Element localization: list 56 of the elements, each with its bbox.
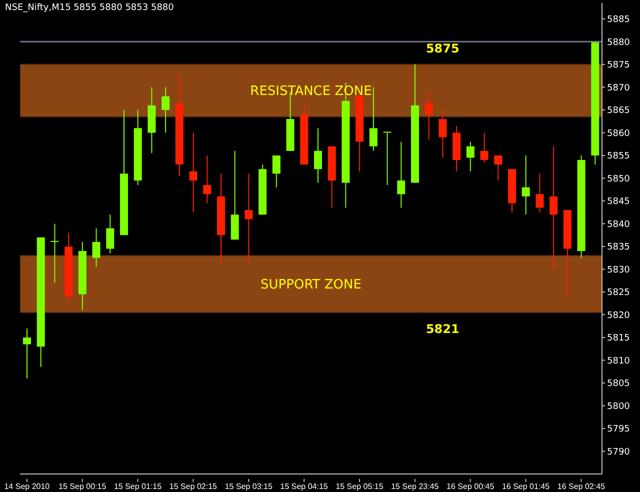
candlestick — [189, 132, 198, 213]
candlestick — [244, 173, 253, 263]
x-tick-label: 14 Sep 2010 — [4, 482, 50, 491]
x-tick-label: 15 Sep 04:15 — [280, 482, 328, 491]
candlestick — [383, 132, 392, 186]
y-tick-label: 5820 — [607, 310, 630, 321]
y-tick-label: 5825 — [607, 288, 630, 298]
candlestick — [550, 146, 558, 270]
x-tick-label: 15 Sep 05:15 — [336, 482, 384, 491]
candlestick — [314, 128, 322, 184]
band-label: SUPPORT ZONE — [260, 278, 362, 293]
candlestick — [494, 154, 502, 181]
candlestick — [50, 223, 59, 284]
x-tick-label: 15 Sep 01:15 — [114, 482, 162, 491]
candlestick — [536, 173, 544, 213]
y-tick-label: 5830 — [607, 265, 630, 276]
candlestick — [522, 154, 530, 216]
ref-line-label: 5880 — [607, 38, 630, 48]
candlestick — [203, 154, 212, 204]
candlestick — [106, 214, 114, 254]
candlestick — [466, 141, 474, 172]
candlestick — [272, 154, 280, 188]
x-tick-label: 15 Sep 00:15 — [58, 482, 107, 491]
y-tick-label: 5845 — [607, 197, 630, 208]
candlestick — [369, 86, 378, 152]
y-tick-label: 5800 — [607, 402, 630, 412]
y-tick-label: 5840 — [607, 220, 630, 230]
x-tick-label: 16 Sep 02:45 — [557, 482, 606, 491]
x-tick-label: 15 Sep 02:15 — [169, 482, 218, 491]
x-tick-label: 16 Sep 01:45 — [502, 482, 550, 491]
candlestick — [438, 109, 447, 158]
candlestick — [23, 328, 31, 379]
annotation: 5875 — [426, 41, 460, 56]
x-tick-label: 16 Sep 00:45 — [446, 482, 495, 491]
y-tick-label: 5795 — [607, 424, 630, 435]
y-tick-label: 5860 — [607, 128, 630, 139]
y-tick-label: 5875 — [607, 60, 630, 71]
y-tick-label: 5835 — [607, 242, 630, 253]
y-tick-label: 5850 — [607, 174, 630, 184]
y-tick-label: 5810 — [607, 356, 630, 366]
y-tick-label: 5790 — [607, 447, 630, 458]
x-tick-label: 15 Sep 23:45 — [391, 482, 440, 491]
y-tick-label: 5870 — [607, 83, 630, 94]
candlestick — [397, 141, 406, 208]
y-tick-label: 5855 — [607, 152, 630, 162]
y-tick-label: 5805 — [607, 379, 630, 390]
y-tick-label: 5865 — [607, 106, 630, 116]
candlestick — [480, 132, 488, 163]
chart-title: NSE_Nifty,M15 5855 5880 5853 5880 — [5, 3, 174, 13]
x-tick-label: 15 Sep 03:15 — [224, 482, 273, 491]
candlestick — [92, 228, 100, 268]
y-tick-label: 5815 — [607, 334, 630, 344]
candlestick — [424, 91, 433, 140]
candlestick — [162, 86, 170, 134]
annotation: 5821 — [426, 322, 460, 336]
y-tick-label: 5885 — [607, 15, 630, 26]
